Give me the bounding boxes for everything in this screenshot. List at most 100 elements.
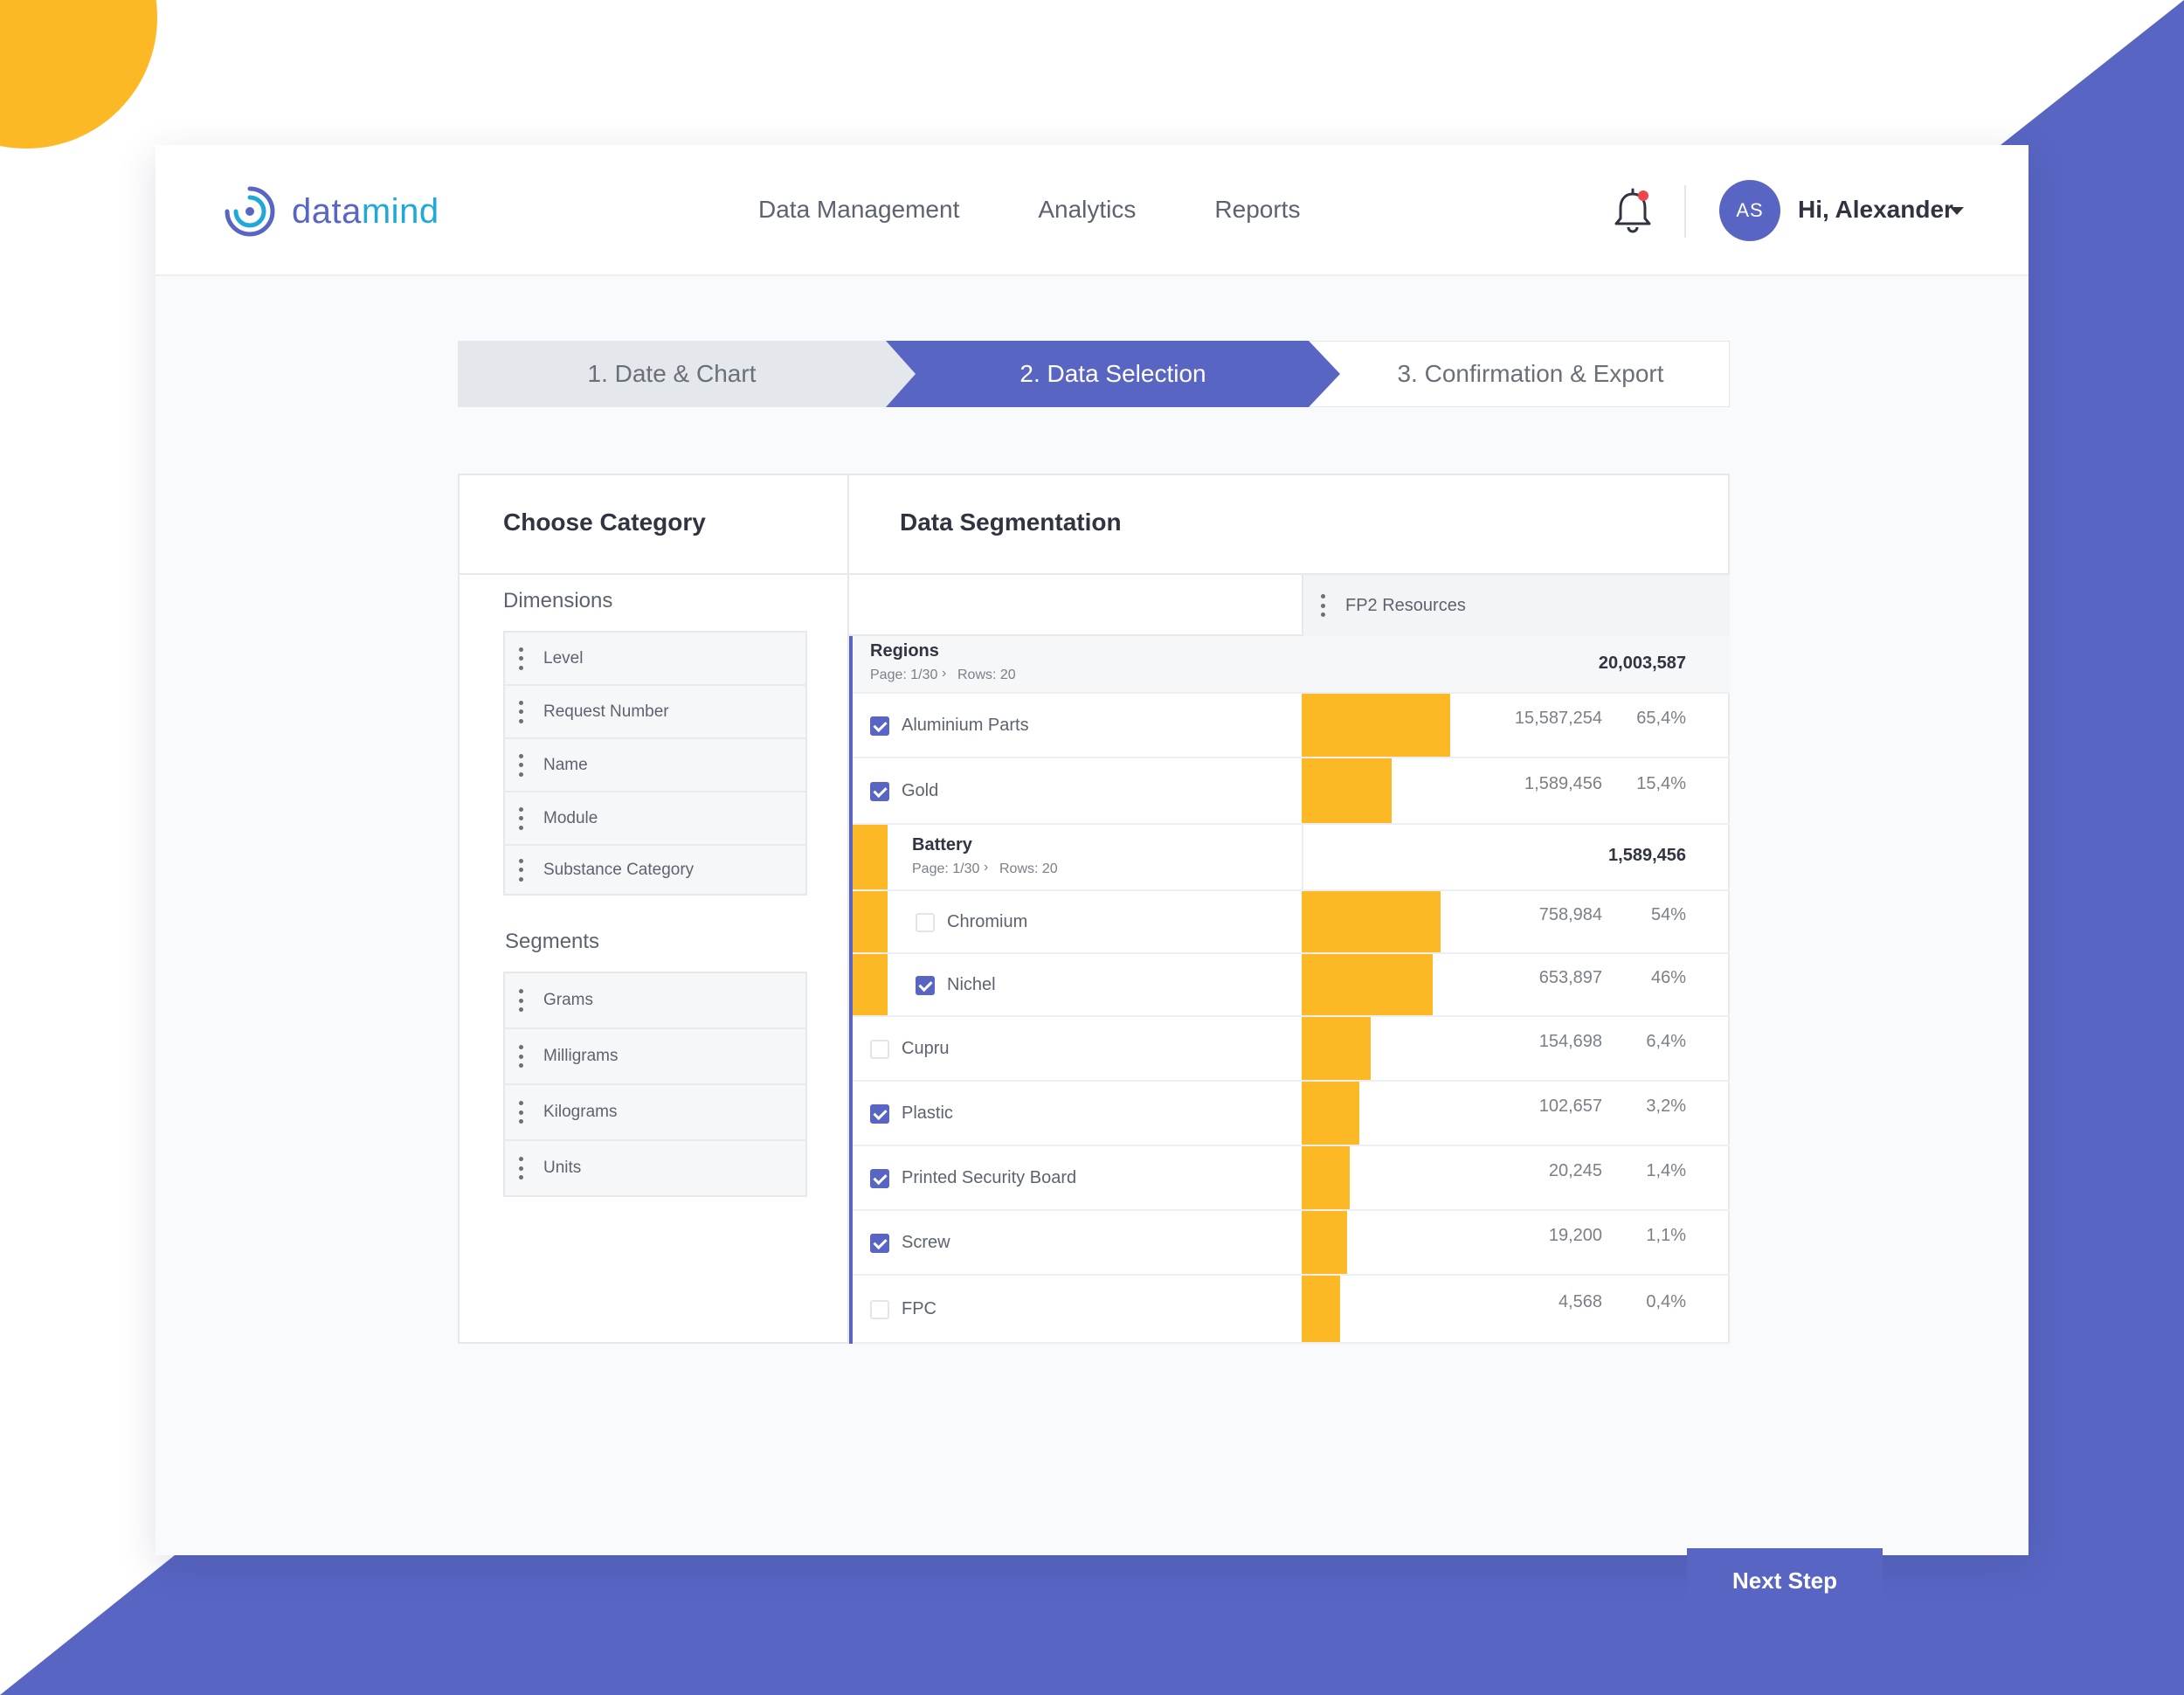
share-bar <box>1302 1276 1340 1342</box>
data-segmentation-header: Data Segmentation <box>849 475 1730 575</box>
row-checkbox[interactable] <box>916 976 935 995</box>
chevron-right-icon[interactable]: › <box>984 860 989 875</box>
stepper-shapes <box>458 341 1730 407</box>
column-fp2-resources[interactable]: FP2 Resources <box>1302 575 1730 636</box>
step-data-selection[interactable]: 2. Data Selection <box>1019 360 1206 387</box>
category-column: Dimensions Level Request Number Name Mod… <box>460 575 849 1344</box>
chevron-right-icon[interactable]: › <box>942 666 947 681</box>
list-item[interactable]: Milligrams <box>505 1029 805 1085</box>
row-checkbox[interactable] <box>870 716 889 736</box>
next-step-button[interactable]: Next Step <box>1687 1548 1883 1613</box>
table-row[interactable]: Cupru 154,698 6,4% <box>853 1017 1730 1082</box>
row-percent: 3,2% <box>1646 1097 1686 1116</box>
drag-handle-icon[interactable] <box>519 700 524 723</box>
row-name: FPC <box>902 1299 936 1318</box>
list-item-label: Grams <box>543 991 593 1009</box>
group-page[interactable]: Page: 1/30 <box>912 861 980 876</box>
drag-handle-icon[interactable] <box>519 753 524 777</box>
row-checkbox[interactable] <box>870 1234 889 1253</box>
row-value: 20,245 <box>1548 1161 1602 1180</box>
group-row-battery[interactable]: Battery Page: 1/30 › Rows: 20 1,589,456 <box>853 825 1730 891</box>
chevron-down-icon[interactable] <box>1950 207 1964 215</box>
table-rows: Regions Page: 1/30 › Rows: 20 20,003,587… <box>849 636 1730 1344</box>
data-segmentation-title: Data Segmentation <box>900 508 1122 536</box>
share-bar <box>1302 1146 1350 1209</box>
table-row[interactable]: Plastic 102,657 3,2% <box>853 1082 1730 1146</box>
drag-handle-icon[interactable] <box>519 1157 524 1180</box>
row-value: 758,984 <box>1538 905 1602 924</box>
notification-bell-icon[interactable] <box>1611 187 1655 236</box>
drag-handle-icon[interactable] <box>519 858 524 882</box>
group-total: 1,589,456 <box>1608 846 1686 865</box>
list-item-label: Units <box>543 1159 582 1177</box>
logo-text-part2: mind <box>361 191 439 231</box>
row-percent: 1,4% <box>1646 1161 1686 1180</box>
avatar[interactable]: AS <box>1719 180 1780 241</box>
logo-text: datamind <box>292 192 439 232</box>
table-row[interactable]: Aluminium Parts 15,587,254 65,4% <box>853 694 1730 758</box>
drag-handle-icon[interactable] <box>519 1045 524 1068</box>
row-checkbox[interactable] <box>870 1169 889 1188</box>
column-menu-icon[interactable] <box>1321 594 1326 617</box>
table-row[interactable]: FPC 4,568 0,4% <box>853 1276 1730 1344</box>
dimensions-title: Dimensions <box>503 589 613 612</box>
drag-handle-icon[interactable] <box>519 989 524 1012</box>
row-percent: 65,4% <box>1636 709 1686 728</box>
row-value: 154,698 <box>1538 1032 1602 1051</box>
segmentation-table: FP2 Resources Regions Page: 1/30 › Rows:… <box>849 575 1730 1344</box>
header-divider <box>1684 185 1686 238</box>
table-column-header: FP2 Resources <box>849 575 1730 636</box>
row-checkbox[interactable] <box>916 913 935 932</box>
nav-reports[interactable]: Reports <box>1214 196 1301 223</box>
row-name: Screw <box>902 1233 950 1252</box>
group-row-regions[interactable]: Regions Page: 1/30 › Rows: 20 20,003,587 <box>853 636 1730 694</box>
subgroup-accent <box>853 825 888 1015</box>
share-bar <box>1302 1017 1371 1080</box>
row-value: 15,587,254 <box>1514 709 1602 728</box>
row-value: 653,897 <box>1538 968 1602 987</box>
choose-category-title: Choose Category <box>503 508 706 536</box>
drag-handle-icon[interactable] <box>519 1101 524 1124</box>
list-item[interactable]: Module <box>505 792 805 846</box>
list-item[interactable]: Name <box>505 739 805 792</box>
table-row[interactable]: Nichel 653,897 46% <box>853 954 1730 1017</box>
user-menu[interactable]: Hi, Alexander <box>1798 196 1953 223</box>
list-item[interactable]: Grams <box>505 973 805 1029</box>
table-row[interactable]: Printed Security Board 20,245 1,4% <box>853 1146 1730 1211</box>
list-item[interactable]: Kilograms <box>505 1085 805 1141</box>
row-checkbox[interactable] <box>870 1300 889 1319</box>
nav-data-management[interactable]: Data Management <box>758 196 960 223</box>
data-panel: Choose Category Data Segmentation Dimens… <box>458 474 1730 1344</box>
list-item[interactable]: Request Number <box>505 686 805 739</box>
list-item[interactable]: Substance Category <box>505 846 805 894</box>
nav-analytics[interactable]: Analytics <box>1038 196 1137 223</box>
row-checkbox[interactable] <box>870 782 889 801</box>
row-percent: 46% <box>1650 968 1686 987</box>
column-divider <box>1302 825 1303 891</box>
row-checkbox[interactable] <box>870 1040 889 1059</box>
row-name: Plastic <box>902 1103 953 1123</box>
list-item[interactable]: Level <box>505 633 805 686</box>
list-item-label: Level <box>543 648 584 668</box>
segments-title: Segments <box>505 930 600 953</box>
row-checkbox[interactable] <box>870 1104 889 1124</box>
table-row[interactable]: Gold 1,589,456 15,4% <box>853 758 1730 825</box>
group-page[interactable]: Page: 1/30 <box>870 668 938 682</box>
drag-handle-icon[interactable] <box>519 647 524 670</box>
list-item-label: Kilograms <box>543 1103 618 1121</box>
step-date-chart[interactable]: 1. Date & Chart <box>587 360 757 387</box>
step-confirmation-export[interactable]: 3. Confirmation & Export <box>1397 360 1664 387</box>
stepper: 1. Date & Chart 2. Data Selection 3. Con… <box>458 341 1730 407</box>
group-total: 20,003,587 <box>1598 654 1686 673</box>
row-percent: 6,4% <box>1646 1032 1686 1051</box>
table-row[interactable]: Chromium 758,984 54% <box>853 891 1730 954</box>
share-bar <box>1302 1082 1359 1145</box>
row-value: 19,200 <box>1548 1226 1602 1245</box>
list-item[interactable]: Units <box>505 1141 805 1195</box>
logo-text-part1: data <box>292 191 362 231</box>
row-name: Printed Security Board <box>902 1168 1077 1187</box>
table-row[interactable]: Screw 19,200 1,1% <box>853 1211 1730 1276</box>
logo[interactable]: datamind <box>218 180 439 243</box>
drag-handle-icon[interactable] <box>519 806 524 830</box>
row-percent: 0,4% <box>1646 1292 1686 1311</box>
